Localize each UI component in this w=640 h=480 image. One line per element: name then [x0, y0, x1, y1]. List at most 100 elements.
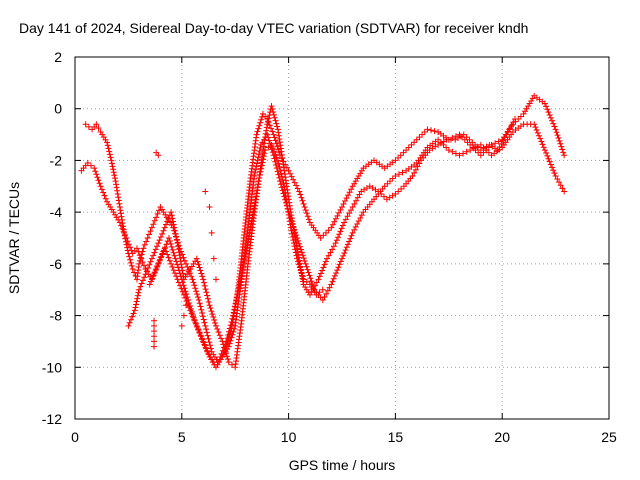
data-point — [191, 282, 198, 289]
data-point — [170, 218, 177, 225]
data-point — [111, 172, 118, 179]
data-point — [269, 128, 276, 135]
data-point — [173, 258, 180, 265]
data-point — [259, 159, 266, 166]
data-point — [405, 144, 412, 151]
data-point — [475, 149, 482, 156]
data-point — [351, 200, 358, 207]
data-point — [356, 191, 363, 198]
data-point — [175, 243, 182, 250]
data-point — [265, 144, 272, 151]
data-point — [138, 255, 145, 262]
data-point — [129, 313, 136, 320]
data-point — [279, 176, 286, 183]
data-point — [206, 339, 213, 346]
data-point — [303, 263, 310, 270]
data-point — [138, 280, 145, 287]
data-point — [225, 343, 232, 350]
data-point — [93, 171, 100, 178]
data-point — [195, 261, 202, 268]
data-point — [130, 310, 137, 317]
data-point — [116, 203, 123, 210]
data-point — [188, 308, 195, 315]
y-tick-label: -4 — [50, 204, 63, 220]
data-point — [246, 229, 253, 236]
data-point — [228, 361, 235, 368]
data-point — [218, 350, 225, 357]
data-point — [543, 149, 550, 156]
data-point — [531, 121, 538, 128]
data-point — [125, 241, 132, 248]
data-point — [268, 125, 275, 132]
data-point — [272, 137, 279, 144]
data-point — [276, 174, 283, 181]
data-point — [400, 149, 407, 156]
data-point — [206, 203, 213, 210]
data-point — [508, 122, 515, 129]
data-point — [190, 279, 197, 286]
data-point — [323, 290, 330, 297]
data-point — [143, 238, 150, 245]
data-point — [233, 293, 240, 300]
data-point — [322, 229, 329, 236]
data-point — [256, 122, 263, 129]
data-point — [196, 330, 203, 337]
data-point — [304, 266, 311, 273]
data-point — [151, 343, 158, 350]
data-point — [324, 255, 331, 262]
data-point — [258, 162, 265, 169]
data-point — [199, 313, 206, 320]
series-isolated-1 — [151, 149, 219, 350]
data-point — [535, 132, 542, 139]
data-point — [106, 148, 113, 155]
data-point — [180, 312, 187, 319]
data-point — [252, 169, 259, 176]
data-point — [135, 248, 142, 255]
data-point — [302, 207, 309, 214]
data-point — [556, 137, 563, 144]
data-point — [104, 139, 111, 146]
data-point — [330, 275, 337, 282]
data-point — [128, 262, 135, 269]
data-point — [198, 333, 205, 340]
data-point — [546, 158, 553, 165]
data-point — [274, 157, 281, 164]
data-point — [306, 291, 313, 298]
series-trace-2 — [78, 121, 568, 371]
data-point — [500, 137, 507, 144]
data-point — [135, 289, 142, 296]
data-point — [113, 184, 120, 191]
data-point — [295, 258, 302, 265]
data-point — [419, 131, 426, 138]
data-point — [544, 106, 551, 113]
data-point — [157, 256, 164, 263]
data-point — [147, 228, 154, 235]
data-point — [151, 317, 158, 324]
x-tick-label: 10 — [281, 429, 297, 445]
data-point — [226, 340, 233, 347]
data-point — [179, 279, 186, 286]
data-point — [273, 120, 280, 127]
data-point — [492, 140, 499, 147]
data-point — [252, 196, 259, 203]
data-point — [95, 125, 102, 132]
data-point — [114, 187, 121, 194]
data-point — [128, 247, 135, 254]
data-point — [273, 165, 280, 172]
data-point — [176, 249, 183, 256]
data-point — [185, 297, 192, 304]
data-point — [204, 292, 211, 299]
data-point — [397, 152, 404, 159]
data-point — [111, 175, 118, 182]
data-point — [254, 157, 261, 164]
data-point — [347, 207, 354, 214]
data-point — [104, 142, 111, 149]
data-point — [273, 140, 280, 147]
y-tick-label: 2 — [54, 49, 62, 65]
data-point — [140, 245, 147, 252]
data-point — [333, 270, 340, 277]
data-point — [469, 139, 476, 146]
data-point — [92, 168, 99, 175]
data-point — [151, 328, 158, 335]
data-point — [202, 188, 209, 195]
